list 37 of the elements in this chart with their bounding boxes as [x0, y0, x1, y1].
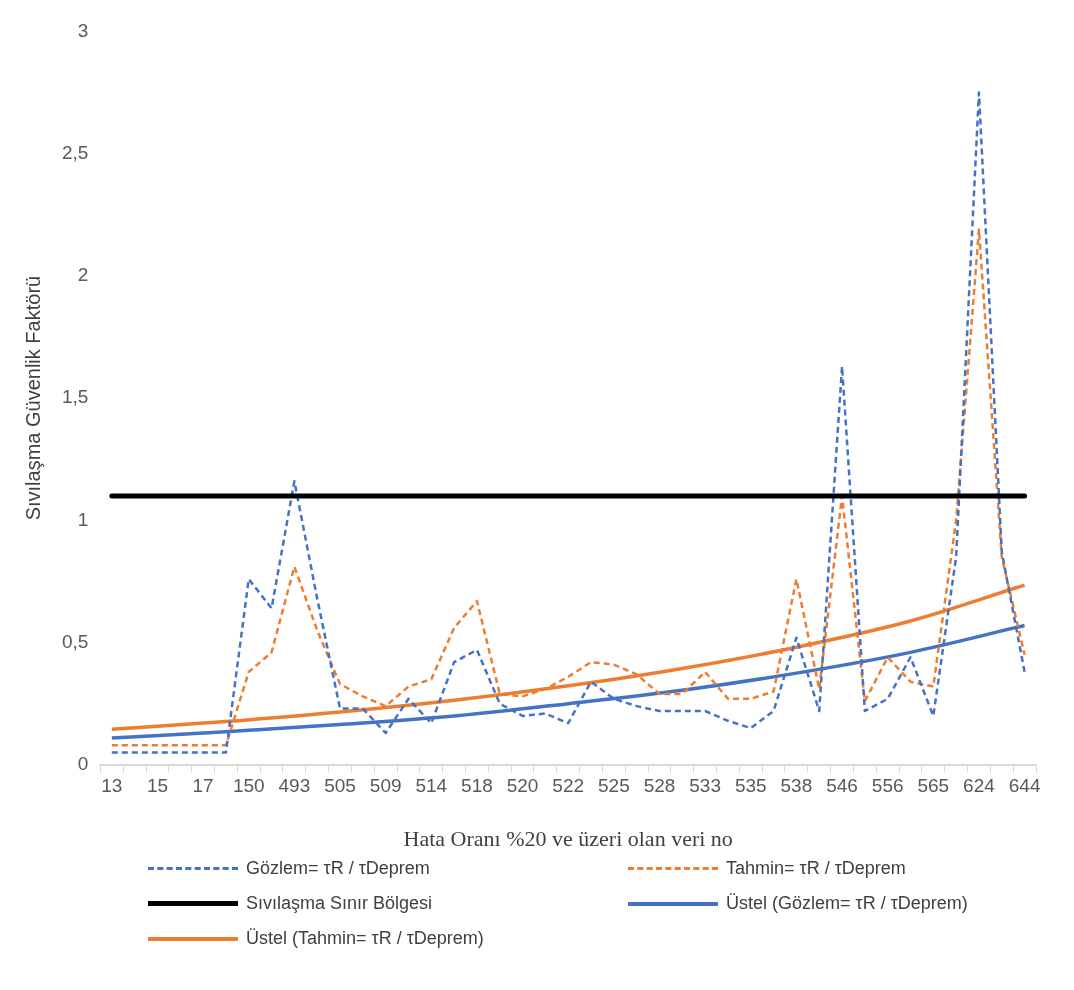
line-series	[110, 91, 1026, 754]
y-tick-label: 3	[77, 19, 89, 41]
x-tick-label: 518	[461, 775, 493, 797]
x-tick-label: 525	[597, 775, 630, 797]
x-tick-label: 533	[689, 775, 721, 797]
y-axis-title: Sıvılaşma Güvenlik Faktörü	[21, 275, 44, 521]
legend-label: Üstel (Gözlem= τR / τDeprem)	[726, 893, 968, 914]
x-tick-label: 644	[1008, 775, 1041, 797]
line-series	[110, 228, 1026, 747]
x-tick-label: 493	[278, 775, 311, 797]
x-tick-label: 17	[192, 775, 214, 797]
legend-label: Gözlem= τR / τDeprem	[246, 858, 430, 879]
x-tick-label: 556	[871, 775, 904, 797]
x-tick-label: 546	[826, 775, 858, 797]
x-tick-label: 624	[963, 775, 996, 797]
y-tick-label: 0,5	[61, 630, 89, 652]
x-tick-label: 509	[369, 775, 402, 797]
x-tick-label: 150	[232, 775, 265, 797]
x-axis-title: Hata Oranı %20 ve üzeri olan veri no	[403, 825, 733, 851]
x-tick-label: 538	[780, 775, 813, 797]
x-tick-label: 565	[917, 775, 950, 797]
x-tick-label: 522	[552, 775, 585, 797]
y-tick-label: 1,5	[61, 386, 89, 408]
legend-label: Sıvılaşma Sınır Bölgesi	[246, 893, 433, 914]
x-tick-label: 535	[734, 775, 767, 797]
x-tick-label: 15	[146, 775, 169, 797]
x-tick-label: 514	[415, 775, 448, 797]
x-tick-label: 505	[324, 775, 356, 797]
legend-label: Tahmin= τR / τDeprem	[726, 858, 906, 879]
y-tick-label: 1	[77, 508, 89, 530]
x-tick-label: 13	[101, 775, 123, 797]
x-tick-label: 528	[643, 775, 676, 797]
x-tick-label: 520	[506, 775, 539, 797]
y-tick-label: 0	[77, 753, 89, 775]
y-tick-label: 2,5	[61, 141, 89, 163]
y-tick-label: 2	[77, 264, 89, 286]
legend-label: Üstel (Tahmin= τR / τDeprem)	[246, 928, 484, 949]
